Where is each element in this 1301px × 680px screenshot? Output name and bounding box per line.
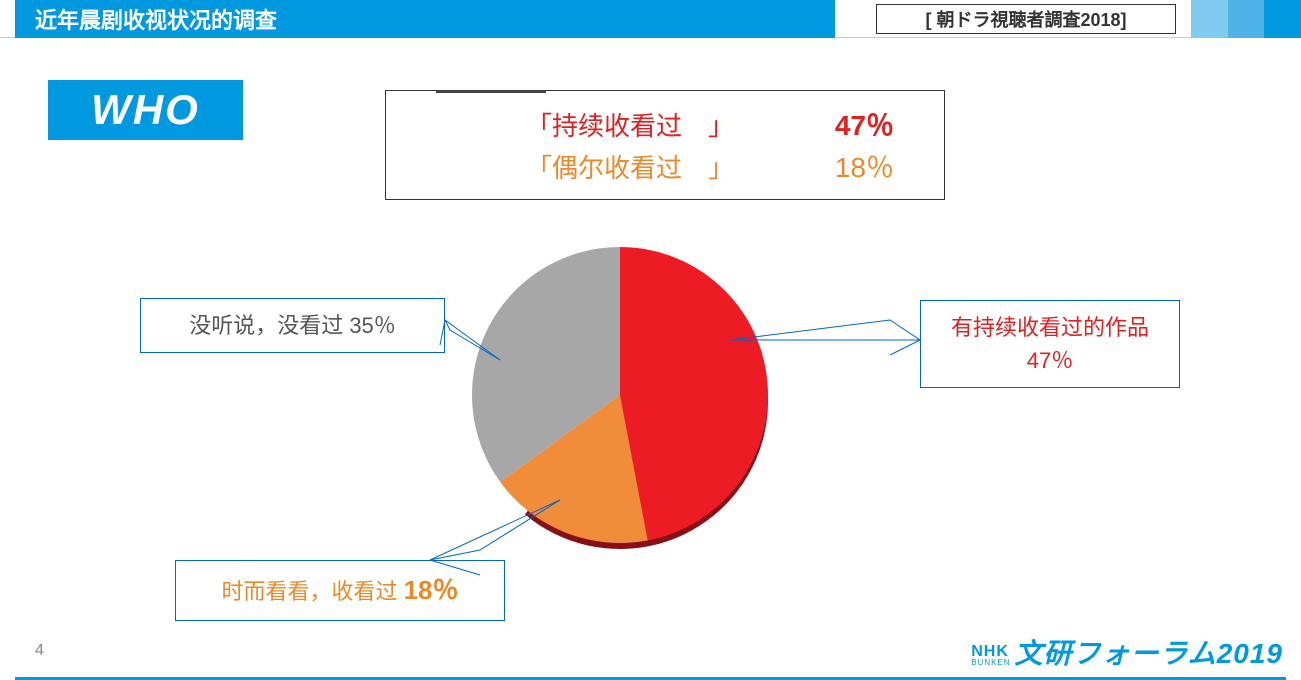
header-accent	[1191, 0, 1301, 38]
callout-line: 没听说，没看过 35％	[189, 313, 396, 338]
accent-stripe	[1228, 0, 1265, 38]
callout-never: 没听说，没看过 35％	[140, 298, 445, 353]
legend-label: 「偶尔收看过 」	[406, 148, 734, 185]
footer-logo: NHK BUNKEN 文研フォーラム2019	[971, 632, 1283, 672]
survey-badge: [ 朝ドラ視聴者調査2018]	[876, 4, 1176, 34]
callout-continued: 有持续收看过的作品 47％	[920, 300, 1180, 388]
legend-row: 「持续收看过 」 47％	[406, 103, 924, 145]
title-bar: 近年晨剧收视状况的调查	[15, 0, 835, 38]
bunken-text: BUNKEN	[971, 659, 1010, 666]
callout-line: 47％	[939, 344, 1161, 377]
accent-stripe	[1264, 0, 1301, 38]
pie-chart	[470, 245, 770, 545]
legend-row: 「偶尔收看过 」 18％	[406, 145, 924, 187]
legend-value: 18％	[835, 146, 894, 186]
legend-label: 「持续收看过 」	[406, 106, 734, 143]
legend-accent-bar	[436, 90, 546, 93]
callout-value: 18％	[404, 575, 459, 605]
legend-box: 「持续收看过 」 47％ 「偶尔收看过 」 18％	[385, 90, 945, 200]
who-badge: WHO	[48, 80, 243, 140]
pie-svg	[470, 245, 770, 555]
footer-logo-text: 文研フォーラム2019	[1015, 638, 1283, 669]
page-number: 4	[35, 642, 44, 660]
page-title: 近年晨剧收视状况的调查	[35, 3, 277, 35]
pie-slice	[620, 247, 768, 540]
callout-occasional: 时而看看，收看过 18％	[175, 560, 505, 621]
callout-line: 时而看看，收看过	[221, 579, 403, 604]
callout-line: 有持续收看过的作品	[939, 311, 1161, 344]
accent-stripe	[1191, 0, 1228, 38]
survey-label: [ 朝ドラ視聴者調査2018]	[925, 6, 1126, 32]
who-text: WHO	[91, 86, 200, 134]
nhk-logo-icon: NHK BUNKEN	[971, 645, 1010, 667]
header-bar: 近年晨剧收视状况的调查 [ 朝ドラ視聴者調査2018]	[0, 0, 1301, 38]
legend-value: 47％	[835, 104, 894, 144]
